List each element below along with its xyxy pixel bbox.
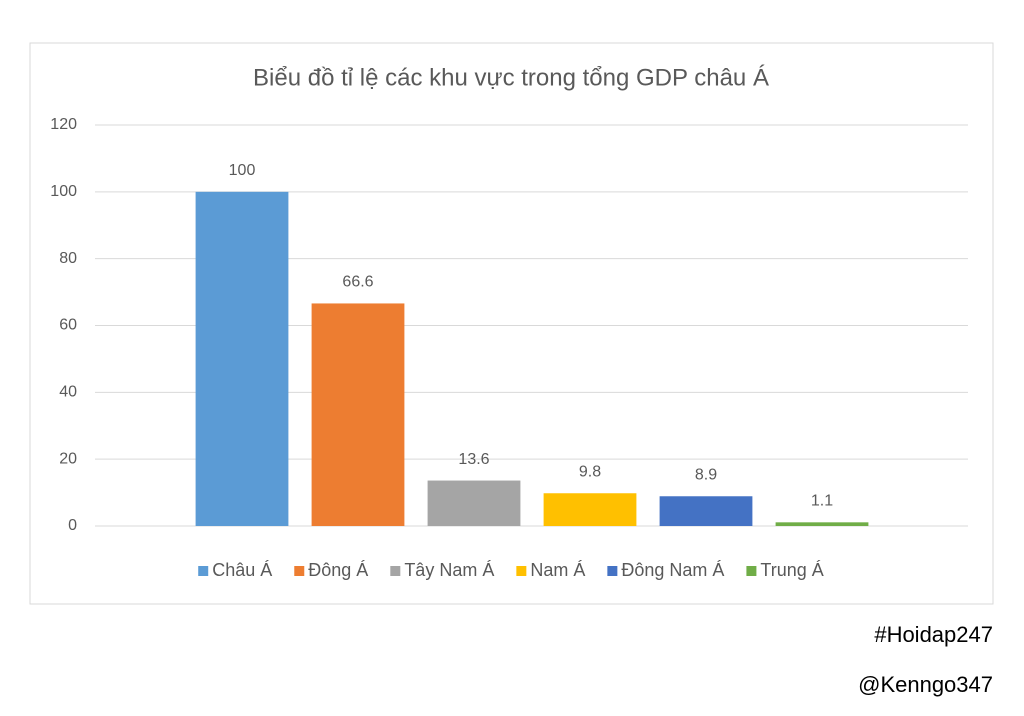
y-tick-label: 100 — [50, 183, 77, 200]
legend-swatch — [607, 566, 618, 576]
data-label: 9.8 — [579, 463, 601, 480]
data-label: 13.6 — [458, 451, 489, 468]
legend-label: Tây Nam Á — [404, 560, 494, 580]
bar — [427, 480, 521, 526]
legend-label: Nam Á — [530, 560, 585, 580]
bar — [311, 303, 405, 526]
legend-label: Châu Á — [212, 560, 272, 580]
y-tick-label: 60 — [59, 317, 77, 334]
legend-swatch — [746, 566, 757, 576]
y-tick-label: 40 — [59, 384, 77, 401]
bar — [775, 522, 869, 526]
data-label: 100 — [229, 162, 256, 179]
legend-label: Đông Á — [308, 560, 368, 580]
chart-title: Biểu đồ tỉ lệ các khu vực trong tổng GDP… — [253, 64, 769, 91]
legend-label: Đông Nam Á — [621, 560, 724, 580]
y-tick-label: 0 — [68, 517, 77, 534]
data-label: 1.1 — [811, 493, 833, 510]
legend-swatch — [390, 566, 401, 576]
legend-swatch — [516, 566, 527, 576]
y-tick-label: 20 — [59, 450, 77, 467]
legend-label: Trung Á — [760, 560, 823, 580]
data-label: 8.9 — [695, 466, 717, 483]
bar — [543, 493, 637, 526]
bar — [195, 191, 289, 527]
data-label: 66.6 — [342, 274, 373, 291]
y-tick-label: 80 — [59, 250, 77, 267]
legend-swatch — [198, 566, 209, 576]
bar — [659, 496, 753, 526]
legend-swatch — [294, 566, 305, 576]
y-tick-label: 120 — [50, 116, 77, 133]
watermark: @Kenngo347 — [858, 672, 993, 697]
watermark: #Hoidap247 — [874, 622, 993, 647]
